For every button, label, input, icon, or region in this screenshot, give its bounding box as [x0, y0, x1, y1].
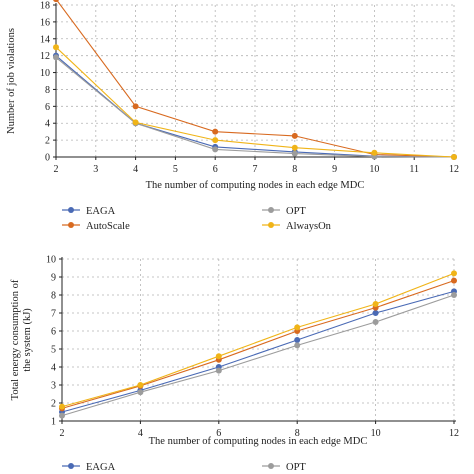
- y-axis-title-line: Number of job violations: [6, 28, 17, 134]
- x-tick-label: 4: [133, 164, 138, 175]
- series-line-alwayson: [55, 46, 455, 158]
- series-line-opt: [61, 294, 455, 417]
- data-point-opt: [294, 342, 301, 349]
- y-tick-label: 14: [40, 34, 50, 45]
- data-point-opt: [137, 389, 144, 396]
- x-axis-title: The number of computing nodes in each ed…: [146, 180, 365, 191]
- data-point-autoscale: [451, 277, 457, 284]
- series-line-autoscale: [55, 0, 455, 158]
- x-tick-label: 2: [54, 164, 59, 175]
- y-axis-title: Total energy consumption ofthe system (k…: [10, 279, 33, 400]
- legend-label-alwayson: AlwaysOn: [286, 221, 332, 232]
- data-point-autoscale: [53, 0, 59, 3]
- y-tick-label: 4: [45, 119, 50, 130]
- data-point-alwayson: [59, 403, 65, 410]
- x-tick-label: 2: [60, 428, 65, 439]
- legend-job-violations: EAGA OPT AutoScale AlwaysOn: [62, 206, 332, 232]
- y-axis-title: Number of job violations: [6, 28, 17, 134]
- legend-label-eaga: EAGA: [86, 206, 116, 217]
- x-tick-label: 11: [409, 164, 419, 175]
- y-tick-label: 2: [45, 136, 50, 147]
- data-point-alwayson: [132, 119, 139, 126]
- data-point-alwayson: [294, 324, 301, 331]
- legend-energy-consumption: EAGA OPT: [62, 462, 306, 473]
- x-axis-title: The number of computing nodes in each ed…: [149, 436, 368, 447]
- legend-label-eaga: EAGA: [86, 462, 116, 473]
- data-point-alwayson: [372, 301, 379, 307]
- legend-marker-opt: [268, 207, 274, 213]
- x-tick-label: 12: [449, 164, 459, 175]
- legend-label-opt: OPT: [286, 206, 306, 217]
- x-tick-label: 10: [369, 164, 379, 175]
- series-line-opt: [55, 56, 455, 158]
- y-axis-title-line: the system (kJ): [22, 308, 33, 372]
- y-tick-label: 4: [51, 363, 56, 374]
- x-tick-label: 6: [213, 164, 218, 175]
- data-point-eaga: [372, 310, 379, 316]
- data-point-opt: [212, 146, 219, 153]
- data-point-opt: [372, 319, 379, 325]
- y-tick-label: 10: [40, 68, 50, 79]
- series-line-alwayson: [61, 272, 455, 408]
- y-axis-title-line: Total energy consumption of: [10, 279, 21, 400]
- data-point-alwayson: [137, 382, 144, 388]
- y-tick-label: 18: [40, 1, 50, 12]
- data-point-autoscale: [291, 132, 298, 139]
- legend-marker-eaga: [68, 463, 74, 469]
- legend-marker-opt: [268, 463, 274, 469]
- data-point-autoscale: [212, 128, 219, 135]
- data-point-opt: [291, 150, 298, 157]
- data-point-alwayson: [215, 353, 222, 360]
- y-tick-label: 7: [51, 309, 56, 320]
- x-tick-label: 10: [371, 428, 381, 439]
- legend-marker-autoscale: [68, 222, 74, 228]
- y-tick-label: 3: [51, 381, 56, 392]
- x-tick-label: 12: [449, 428, 459, 439]
- x-tick-label: 3: [93, 164, 98, 175]
- x-tick-label: 8: [295, 428, 300, 439]
- y-tick-label: 16: [40, 17, 50, 28]
- series-line-autoscale: [61, 280, 455, 409]
- x-tick-label: 6: [216, 428, 221, 439]
- x-tick-label: 9: [332, 164, 337, 175]
- y-tick-label: 12: [40, 51, 50, 62]
- legend-marker-alwayson: [268, 222, 274, 228]
- x-tick-label: 5: [173, 164, 178, 175]
- legend-marker-eaga: [68, 207, 74, 213]
- data-point-alwayson: [212, 137, 219, 144]
- y-tick-label: 1: [51, 417, 56, 428]
- data-point-alwayson: [451, 270, 457, 277]
- x-tick-label: 8: [292, 164, 297, 175]
- y-tick-label: 6: [51, 327, 56, 338]
- data-point-opt: [59, 412, 65, 419]
- data-point-autoscale: [132, 103, 139, 110]
- data-point-eaga: [294, 337, 301, 343]
- data-point-opt: [451, 292, 457, 298]
- legend-label-opt: OPT: [286, 462, 306, 473]
- data-point-alwayson: [371, 149, 378, 156]
- x-tick-label: 7: [253, 164, 258, 175]
- data-point-opt: [215, 367, 222, 374]
- data-point-alwayson: [53, 44, 59, 51]
- y-tick-label: 2: [51, 399, 56, 410]
- y-tick-label: 6: [45, 102, 50, 113]
- y-tick-label: 5: [51, 345, 56, 356]
- y-tick-label: 0: [45, 153, 50, 164]
- data-point-alwayson: [291, 144, 298, 151]
- y-tick-label: 9: [51, 273, 56, 284]
- y-tick-label: 8: [51, 291, 56, 302]
- legend-label-autoscale: AutoScale: [86, 221, 130, 232]
- y-tick-label: 10: [46, 255, 56, 266]
- y-tick-label: 8: [45, 85, 50, 96]
- data-point-alwayson: [451, 154, 457, 160]
- data-point-opt: [53, 54, 59, 61]
- x-tick-label: 4: [138, 428, 143, 439]
- series-line-eaga: [61, 290, 455, 413]
